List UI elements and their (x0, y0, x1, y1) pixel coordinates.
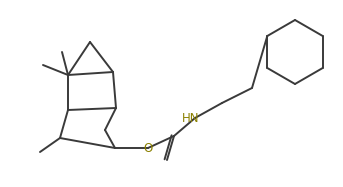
Text: HN: HN (182, 111, 200, 125)
Text: O: O (143, 142, 153, 154)
